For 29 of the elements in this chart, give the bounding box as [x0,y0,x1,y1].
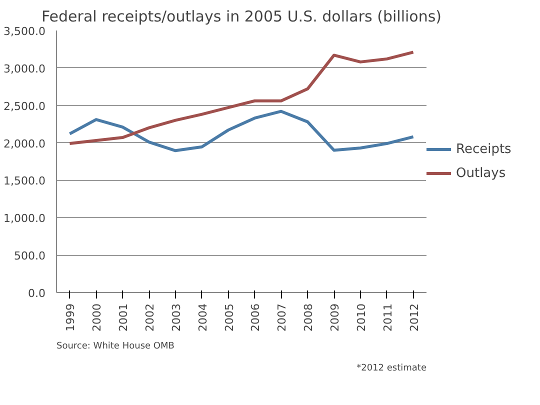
x-tick-label: 2002 [144,303,156,332]
y-tick-label: 2,000.0 [4,137,46,150]
x-tick-label: 2005 [222,303,236,332]
text: *2012 estimate [356,364,427,374]
x-tick-label: 2008 [302,303,316,332]
line-series [68,110,415,152]
source-note: Source: White House OMB [56,342,174,352]
y-tick-label: 1,500.0 [4,174,46,188]
y-tick-label: 2,500.0 [4,100,46,113]
y-tick-label: 1,000.0 [4,212,46,226]
legend-label: Receipts [456,142,512,156]
x-tick-label: 2011 [381,303,394,332]
y-tick-label: 3,500.0 [4,25,46,38]
x-tick-label: 1999 [64,303,78,332]
x-tick-label: 2000 [90,303,104,332]
x-tick-label: 2007 [276,303,289,332]
x-tick-label: 2003 [170,303,183,332]
x-tick-label: 2006 [249,303,262,332]
line-series [68,50,415,146]
chart-title: Federal receipts/outlays in 2005 U.S. dollars (billions) [42,8,442,26]
x-tick-label: 2009 [328,303,342,332]
y-tick-label: 0.0 [28,287,46,300]
x-tick-label: 2012 [408,303,421,332]
x-tick-label: 2004 [196,303,210,332]
legend-label: Outlays [456,166,506,180]
y-tick-label: 3,000.0 [4,62,46,76]
x-tick-label: 2010 [354,303,368,332]
x-tick-label: 2001 [117,303,130,332]
y-tick-label: 500.0 [14,250,46,263]
